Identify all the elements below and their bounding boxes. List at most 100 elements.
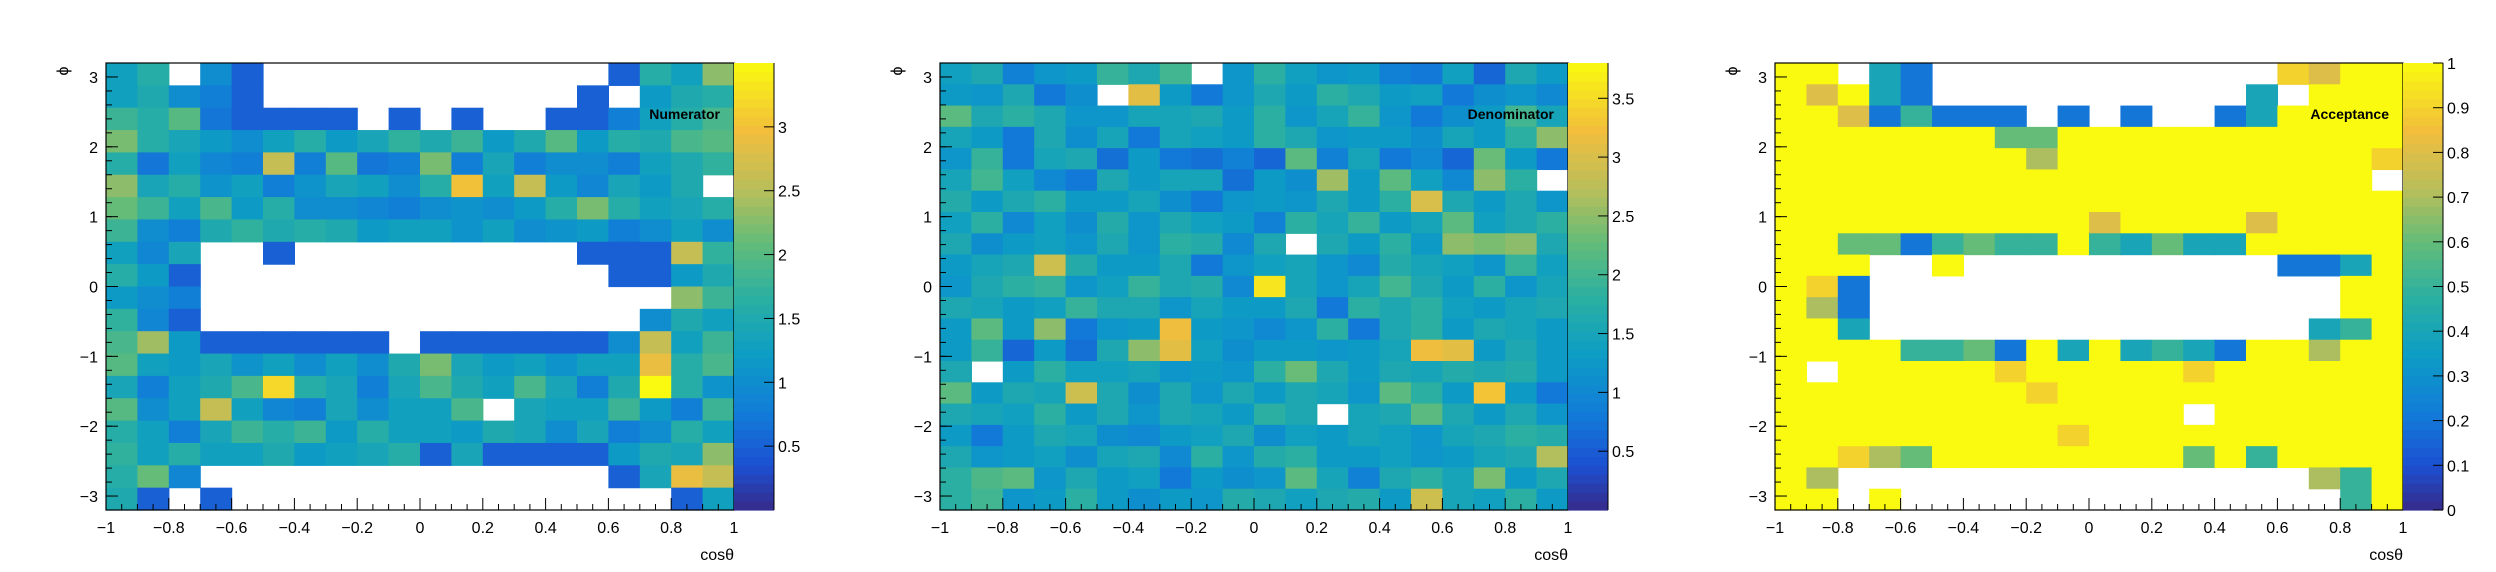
heatmap-cell [2246,424,2278,447]
heatmap-cell [971,169,1004,192]
heatmap-cell [1097,424,1129,447]
heatmap-cell [106,219,138,243]
heatmap-cell [1505,254,1538,277]
heatmap-cell [1065,126,1098,149]
heatmap-cell [231,152,264,176]
heatmap-cell [940,84,972,107]
heatmap-cell [1473,467,1506,490]
heatmap-cell [1379,126,1412,149]
heatmap-cell [106,130,138,153]
heatmap-cell [1222,446,1255,469]
y-tick-label: −3 [80,489,98,506]
heatmap-cell [388,420,421,444]
color-scale-segment [734,63,774,73]
color-scale-segment [2403,188,2443,198]
heatmap-cell [451,107,484,131]
heatmap-cell [1869,84,1902,107]
heatmap-cell [1254,84,1286,107]
heatmap-cell [940,148,972,171]
heatmap-cell [1191,467,1224,490]
heatmap-cell [168,85,201,109]
color-scale-segment [1568,420,1608,431]
heatmap-cell [1065,190,1098,213]
heatmap-cell [420,174,452,198]
heatmap-cell [1806,169,1839,192]
y-tick-label: −2 [80,419,98,436]
color-scale-segment [734,429,774,440]
heatmap-cell [1222,403,1255,426]
heatmap-cell [1222,467,1255,490]
heatmap-cell [1285,339,1318,362]
heatmap-cell [1536,148,1569,171]
heatmap-cell [971,105,1004,128]
heatmap-cell [2026,126,2059,149]
heatmap-cell [2340,233,2373,256]
heatmap-cell [1473,361,1506,383]
heatmap-cell [2308,233,2341,256]
heatmap-cell [1191,105,1224,128]
color-scale-segment [734,322,774,332]
heatmap-cell [577,398,609,422]
heatmap-cell [1806,382,1839,405]
color-scale: 0.5 1 1.5 2 2.5 3 3.5 [1568,63,1634,511]
heatmap-cell [137,308,170,332]
y-tick-label: 0 [89,280,98,297]
heatmap-cell [545,398,578,422]
heatmap-cell [1442,382,1475,405]
heatmap-cell [231,219,264,243]
heatmap-cell [263,197,295,221]
color-scale-segment [734,197,774,207]
heatmap-cell [263,353,295,377]
heatmap-cell [1806,105,1839,128]
heatmap-cell [1775,382,1807,405]
heatmap-cell [940,424,972,447]
heatmap-cell [106,63,138,86]
heatmap-cell [702,286,735,310]
heatmap-cell [420,152,452,176]
heatmap-cell [1473,488,1506,511]
color-scale-segment [2403,152,2443,162]
heatmap-cell [1536,105,1569,128]
heatmap-cell [1222,339,1255,362]
color-scale-segment [734,366,774,377]
color-scale-segment [2403,295,2443,305]
heatmap-cell [263,174,295,198]
heatmap-cell [1254,424,1286,447]
heatmap-cell [1411,297,1443,320]
heatmap-cell [1285,297,1318,320]
heatmap-cell [1002,126,1035,149]
heatmap-cell [1442,446,1475,469]
heatmap-cell [1379,446,1412,469]
heatmap-cell [2308,424,2341,447]
heatmap-cell [388,442,421,466]
heatmap-cell [2183,361,2216,383]
color-scale-segment [2403,277,2443,288]
heatmap-cell [2277,403,2310,426]
heatmap-cell [1900,424,1933,447]
y-tick-label: 0 [923,280,932,297]
heatmap-cell [2057,105,2090,128]
heatmap-cell [514,152,547,176]
heatmap-cell [1034,126,1067,149]
heatmap-cell [2089,382,2121,405]
heatmap-cell [1222,361,1255,383]
color-scale-segment [734,125,774,136]
heatmap-cell [1473,84,1506,107]
heatmap-cell [514,353,547,377]
color-scale-segment [1568,295,1608,305]
color-scale-tick-label: 1.5 [778,311,800,328]
heatmap-cell [482,197,515,221]
heatmap-cell [1002,297,1035,320]
heatmap-cell [1128,63,1161,85]
heatmap-cell [2371,63,2404,85]
heatmap-cell [1316,169,1349,192]
heatmap-cell [1900,84,1933,107]
color-scale-segment [1568,304,1608,314]
color-scale-segment [734,214,774,225]
heatmap-cell [514,219,547,243]
heatmap-cell [1473,275,1506,298]
heatmap-cell [514,442,547,466]
heatmap-cell [1002,105,1035,128]
y-tick-label: 3 [89,70,98,87]
heatmap-cell [608,375,641,399]
